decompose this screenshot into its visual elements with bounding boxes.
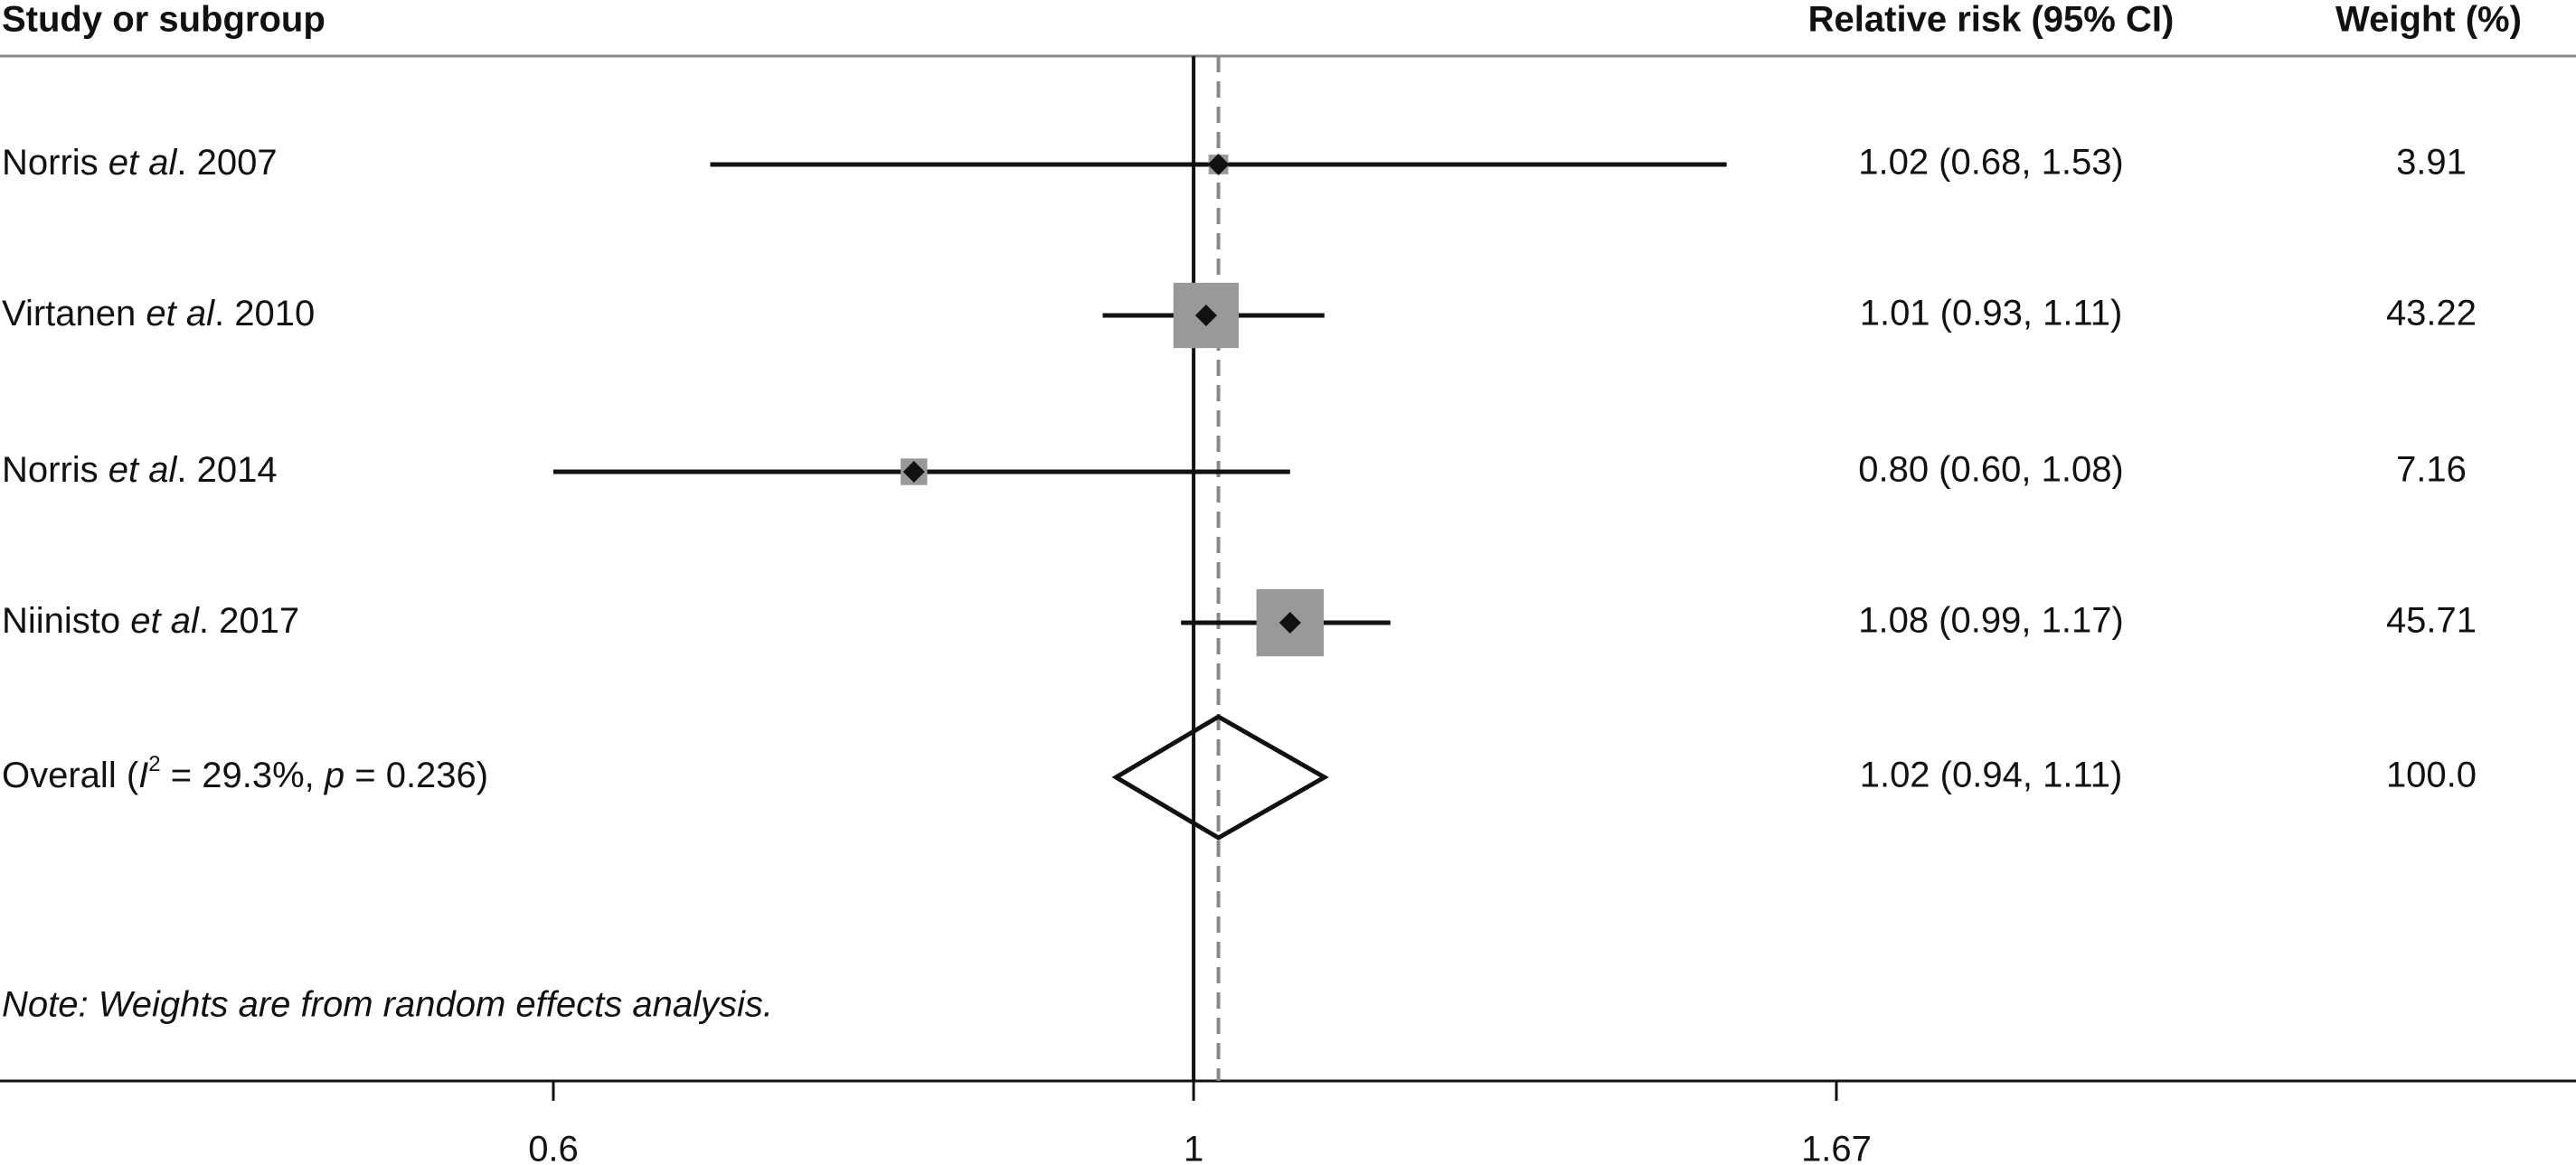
x-tick-label: 1 (1184, 1130, 1203, 1165)
ci-label: 1.08 (0.99, 1.17) (1858, 601, 2124, 641)
note: Note: Weights are from random effects an… (2, 985, 773, 1025)
label-part: = 29.3%, (161, 756, 325, 795)
label-part: et al (130, 601, 200, 641)
label-part: Norris (2, 450, 109, 490)
x-tick-label: 1.67 (1801, 1130, 1872, 1165)
x-tick-label: 0.6 (528, 1130, 579, 1165)
label-part: = 0.236) (344, 756, 488, 795)
ci-label: 1.02 (0.94, 1.11) (1860, 756, 2123, 795)
label-part: Overall ( (2, 756, 139, 795)
label-part: 2 (148, 752, 160, 776)
label-part: et al (109, 450, 178, 490)
ci-label: 1.01 (0.93, 1.11) (1860, 294, 2123, 334)
label-part: p (324, 756, 344, 795)
weight-label: 43.22 (2386, 294, 2477, 334)
point-estimate (1207, 154, 1230, 175)
row-label: Norris et al. 2014 (2, 450, 278, 490)
weight-label: 7.16 (2396, 450, 2467, 490)
label-part: Niinisto (2, 601, 130, 641)
weight-label: 100.0 (2386, 756, 2477, 795)
ci-label: 1.02 (0.68, 1.53) (1858, 143, 2124, 183)
ci-label: 0.80 (0.60, 1.08) (1858, 450, 2124, 490)
row-label: Norris et al. 2007 (2, 143, 278, 183)
label-part: I (138, 756, 148, 795)
weight-label: 3.91 (2396, 143, 2467, 183)
overall-diamond (1111, 714, 1329, 841)
label-part: Virtanen (2, 294, 146, 334)
label-part: Norris (2, 143, 109, 183)
row-label: Niinisto et al. 2017 (2, 601, 299, 641)
weight-label: 45.71 (2386, 601, 2477, 641)
row-label: Overall (I2 = 29.3%, p = 0.236) (2, 752, 488, 795)
label-part: et al (109, 143, 178, 183)
point-estimate (902, 461, 925, 483)
label-part: . 2014 (176, 450, 277, 490)
label-part: . 2010 (214, 294, 315, 334)
column-header: Weight (%) (2335, 0, 2522, 40)
label-part: et al (146, 294, 215, 334)
point-estimate (1194, 305, 1217, 326)
column-header: Study or subgroup (2, 0, 326, 40)
label-part: . 2007 (176, 143, 277, 183)
column-header: Relative risk (95% CI) (1808, 0, 2175, 40)
row-label: Virtanen et al. 2010 (2, 294, 315, 334)
label-part: . 2017 (199, 601, 299, 641)
point-estimate (1279, 612, 1301, 634)
